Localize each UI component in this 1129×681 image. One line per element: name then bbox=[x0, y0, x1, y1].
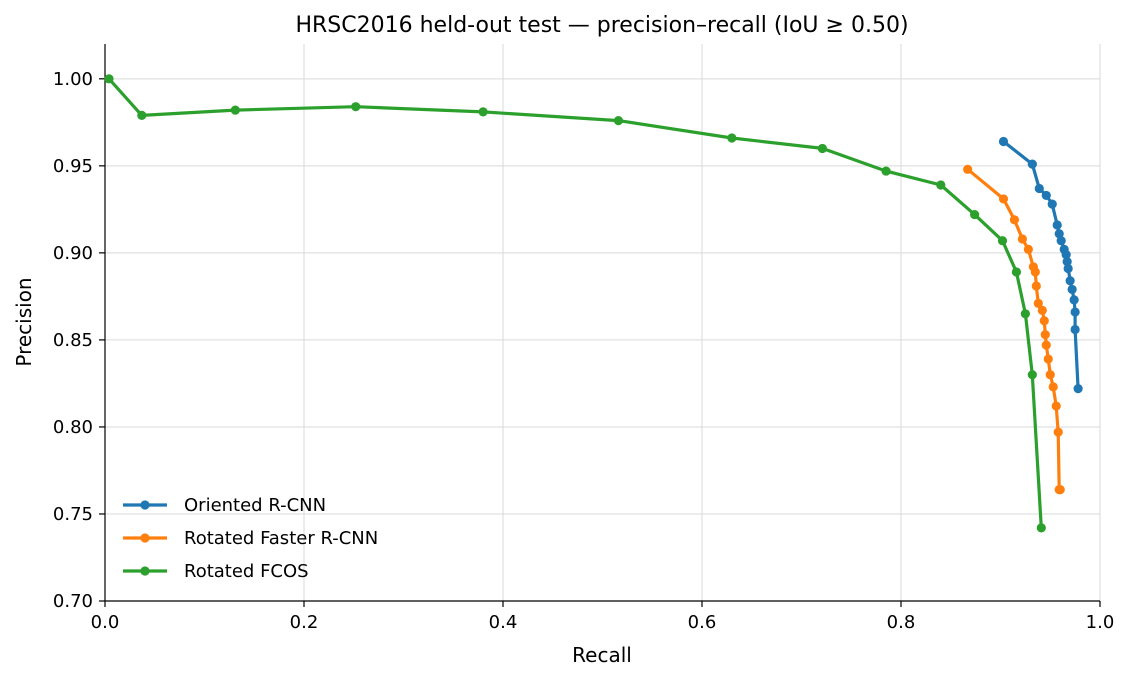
series-1 bbox=[963, 164, 1065, 495]
data-point bbox=[1039, 316, 1049, 326]
data-point bbox=[1070, 324, 1080, 335]
data-point bbox=[1047, 199, 1057, 209]
data-point bbox=[1052, 220, 1062, 230]
data-point bbox=[936, 180, 946, 190]
data-point bbox=[1056, 236, 1066, 246]
data-point bbox=[1069, 295, 1079, 305]
legend-item: Rotated FCOS bbox=[123, 561, 309, 582]
series-0 bbox=[998, 136, 1083, 394]
data-point bbox=[104, 74, 114, 84]
x-tick-label: 0.2 bbox=[290, 612, 319, 633]
data-point bbox=[1030, 267, 1040, 277]
data-point bbox=[1023, 244, 1033, 254]
y-tick-label: 1.00 bbox=[53, 69, 93, 90]
data-point bbox=[1011, 267, 1022, 277]
data-point bbox=[970, 209, 980, 220]
data-point bbox=[817, 143, 827, 154]
y-tick-label: 0.75 bbox=[53, 504, 93, 525]
x-tick-label: 0.8 bbox=[887, 612, 916, 633]
data-point bbox=[137, 110, 147, 120]
data-point bbox=[230, 105, 240, 115]
chart-title: HRSC2016 held-out test — precision–recal… bbox=[295, 13, 908, 38]
data-point bbox=[1043, 354, 1053, 364]
data-point bbox=[1036, 523, 1046, 533]
y-tick-label: 0.80 bbox=[53, 417, 93, 438]
data-point bbox=[1070, 307, 1080, 317]
data-point bbox=[1020, 309, 1030, 319]
data-point bbox=[1017, 234, 1027, 244]
series-line bbox=[107, 77, 1043, 530]
legend-swatch-marker bbox=[140, 566, 150, 576]
legend-label: Rotated Faster R-CNN bbox=[184, 528, 378, 549]
data-point bbox=[1063, 263, 1073, 274]
axes-spines bbox=[104, 44, 1100, 602]
data-point bbox=[1061, 250, 1071, 260]
grid-lines bbox=[104, 44, 1101, 602]
data-point bbox=[1067, 284, 1077, 295]
legend: Oriented R-CNN Rotated Faster R-CNN Rotate… bbox=[123, 495, 378, 582]
axis-ticks: 0.0 0.2 0.4 0.6 0.8 1.0 0.70 0.75 0.80 0.85 0.90 0.… bbox=[53, 69, 1114, 633]
x-tick-label: 0.0 bbox=[91, 612, 120, 633]
data-point bbox=[478, 107, 488, 117]
x-tick-label: 1.0 bbox=[1086, 612, 1115, 633]
data-point bbox=[1054, 229, 1064, 239]
legend-label: Oriented R-CNN bbox=[184, 495, 326, 516]
data-point bbox=[351, 102, 361, 112]
data-point bbox=[1041, 340, 1051, 350]
y-tick-label: 0.85 bbox=[53, 330, 93, 351]
data-point bbox=[1055, 485, 1065, 495]
legend-label: Rotated FCOS bbox=[184, 561, 309, 582]
data-point bbox=[1065, 276, 1075, 286]
data-point bbox=[1073, 384, 1083, 394]
data-point bbox=[1009, 215, 1020, 225]
x-tick-label: 0.4 bbox=[489, 612, 518, 633]
data-point bbox=[1027, 159, 1037, 169]
data-point bbox=[613, 115, 624, 126]
legend-swatch-marker bbox=[140, 500, 150, 510]
data-point bbox=[1040, 330, 1050, 340]
data-point bbox=[1034, 183, 1044, 194]
y-tick-label: 0.70 bbox=[53, 591, 93, 612]
data-point bbox=[1045, 370, 1055, 380]
data-point bbox=[1027, 370, 1037, 380]
data-point bbox=[1053, 427, 1063, 437]
x-tick-label: 0.6 bbox=[688, 612, 717, 633]
data-point bbox=[1051, 401, 1061, 411]
data-point bbox=[998, 136, 1009, 147]
legend-item: Oriented R-CNN bbox=[123, 495, 326, 516]
x-axis-label: Recall bbox=[572, 643, 632, 667]
series-2 bbox=[104, 74, 1046, 533]
y-axis-label: Precision bbox=[12, 277, 36, 366]
data-point bbox=[1037, 305, 1047, 315]
data-point bbox=[1048, 382, 1058, 392]
data-point bbox=[881, 166, 891, 176]
data-point bbox=[1031, 281, 1041, 291]
y-tick-label: 0.90 bbox=[53, 243, 93, 264]
data-point bbox=[963, 164, 973, 174]
y-tick-label: 0.95 bbox=[53, 156, 93, 177]
data-point bbox=[1062, 256, 1072, 267]
legend-swatch-marker bbox=[140, 533, 150, 543]
data-point bbox=[1041, 190, 1051, 201]
data-point bbox=[727, 133, 737, 143]
data-point bbox=[1033, 298, 1043, 308]
data-point bbox=[998, 194, 1009, 204]
legend-item: Rotated Faster R-CNN bbox=[123, 528, 378, 549]
data-point bbox=[997, 236, 1008, 246]
series-lines bbox=[104, 74, 1083, 533]
